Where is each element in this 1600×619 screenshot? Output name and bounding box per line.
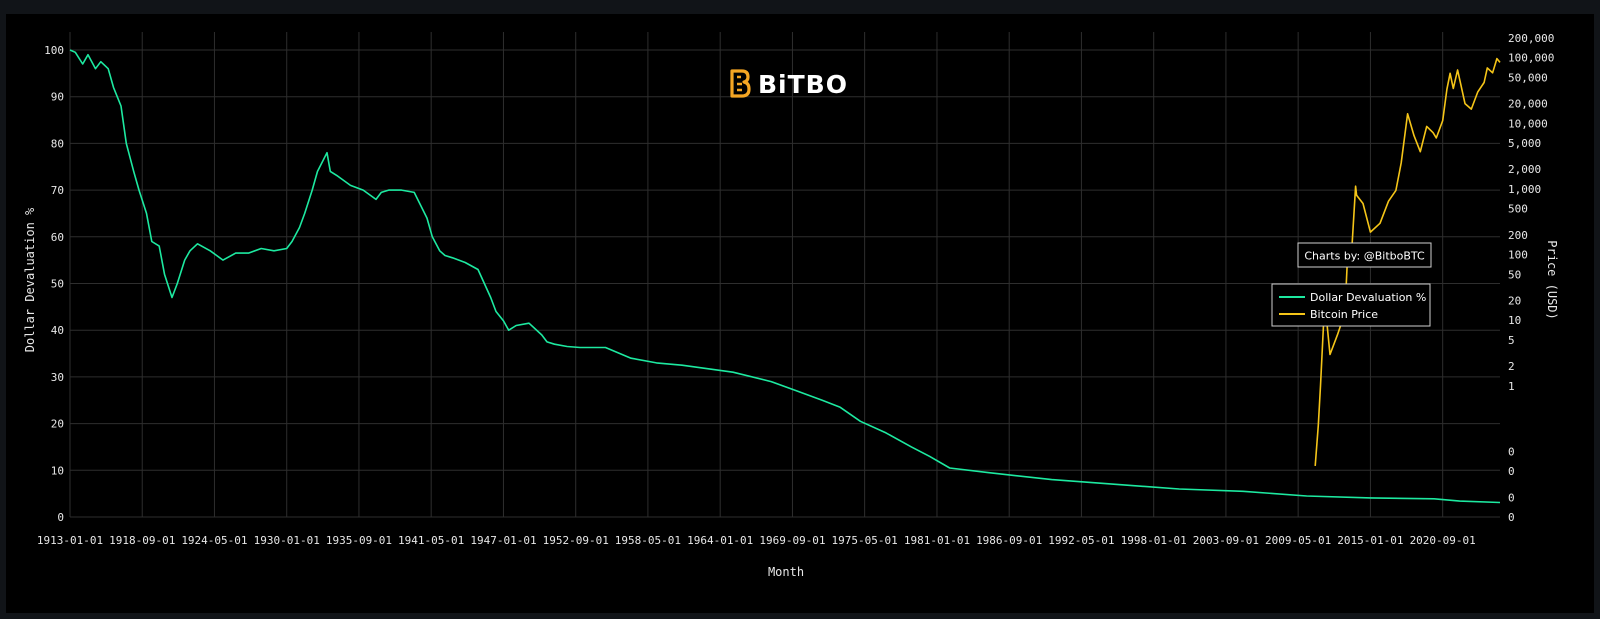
x-axis-title: Month — [768, 565, 804, 579]
y-axis-ticks: 0 10 20 30 40 50 60 70 80 90 100 — [44, 44, 64, 524]
y2-tick-label: 100,000 — [1508, 52, 1554, 65]
y2-tick-label: 2,000 — [1508, 163, 1541, 176]
y2-tick-label: 50 — [1508, 268, 1521, 281]
x-tick-label: 2020-09-01 — [1410, 534, 1476, 547]
y2-tick-label: 200,000 — [1508, 32, 1554, 45]
y-tick-label: 20 — [51, 418, 64, 431]
x-tick-label: 1918-09-01 — [109, 534, 175, 547]
legend-label-bitcoin: Bitcoin Price — [1310, 308, 1378, 321]
y2-tick-label: 20 — [1508, 294, 1521, 307]
y2-tick-label: 50,000 — [1508, 71, 1548, 84]
y2-tick-label: 0 — [1508, 511, 1515, 524]
y2-tick-label: 200 — [1508, 229, 1528, 242]
y2-tick-label: 5,000 — [1508, 137, 1541, 150]
y2-tick-label: 0 — [1508, 491, 1515, 504]
y-tick-label: 90 — [51, 91, 64, 104]
credit-box: Charts by: @BitboBTC — [1297, 242, 1432, 268]
bitbo-mark-icon — [730, 69, 751, 98]
y-tick-label: 10 — [51, 464, 64, 477]
bitbo-wordmark: BiTBO — [758, 70, 848, 99]
credit-text: Charts by: @BitboBTC — [1304, 250, 1425, 263]
x-tick-label: 1969-09-01 — [759, 534, 825, 547]
x-tick-label: 1958-05-01 — [615, 534, 681, 547]
y-tick-label: 0 — [57, 511, 64, 524]
x-tick-label: 1941-05-01 — [398, 534, 464, 547]
x-axis-ticks: 1913-01-01 1918-09-01 1924-05-01 1930-01-01… — [37, 534, 1476, 547]
y2-tick-label: 500 — [1508, 203, 1528, 216]
x-tick-label: 1913-01-01 — [37, 534, 103, 547]
chart-svg: 1913-01-01 1918-09-01 1924-05-01 1930-01-01… — [23, 32, 1559, 579]
y-tick-label: 50 — [51, 278, 64, 291]
legend-item-devaluation[interactable]: Dollar Devaluation % — [1279, 291, 1426, 304]
y2-axis-ticks: 0 0 0 0 1 2 5 10 20 50 100 200 500 1,000 2,000 5,000 10,… — [1508, 32, 1554, 524]
legend-label-devaluation: Dollar Devaluation % — [1310, 291, 1426, 304]
y2-tick-label: 0 — [1508, 445, 1515, 458]
devaluation-line — [69, 49, 1501, 504]
y-tick-label: 40 — [51, 324, 64, 337]
x-tick-label: 2003-09-01 — [1193, 534, 1259, 547]
y-tick-label: 100 — [44, 44, 64, 57]
legend: Dollar Devaluation % Bitcoin Price — [1271, 283, 1431, 327]
y2-tick-label: 100 — [1508, 249, 1528, 262]
legend-item-bitcoin[interactable]: Bitcoin Price — [1279, 308, 1378, 321]
x-tick-label: 1930-01-01 — [254, 534, 320, 547]
y2-axis-title: Price (USD) — [1545, 240, 1559, 319]
x-tick-label: 2015-01-01 — [1337, 534, 1403, 547]
x-tick-label: 1992-05-01 — [1048, 534, 1114, 547]
x-tick-label: 1998-01-01 — [1121, 534, 1187, 547]
bitbo-logo: BiTBO — [730, 69, 848, 99]
x-tick-label: 1986-09-01 — [976, 534, 1042, 547]
y2-tick-label: 1 — [1508, 380, 1515, 393]
y2-tick-label: 20,000 — [1508, 98, 1548, 111]
x-tick-label: 1964-01-01 — [687, 534, 753, 547]
y2-tick-label: 5 — [1508, 334, 1515, 347]
x-tick-label: 1947-01-01 — [470, 534, 536, 547]
x-tick-label: 1975-05-01 — [832, 534, 898, 547]
y2-tick-label: 1,000 — [1508, 183, 1541, 196]
x-tick-label: 2009-05-01 — [1265, 534, 1331, 547]
y-tick-label: 60 — [51, 231, 64, 244]
y2-tick-label: 0 — [1508, 465, 1515, 478]
y-tick-label: 30 — [51, 371, 64, 384]
y2-tick-label: 2 — [1508, 360, 1515, 373]
devaluation-series — [69, 49, 1501, 504]
x-tick-label: 1924-05-01 — [181, 534, 247, 547]
x-tick-label: 1935-09-01 — [326, 534, 392, 547]
y2-tick-label: 10,000 — [1508, 117, 1548, 130]
y-tick-label: 80 — [51, 137, 64, 150]
y-tick-label: 70 — [51, 184, 64, 197]
grid-layer — [69, 32, 1500, 518]
chart-frame: 1913-01-01 1918-09-01 1924-05-01 1930-01-01… — [6, 14, 1594, 613]
y2-tick-label: 10 — [1508, 314, 1521, 327]
y-axis-title: Dollar Devaluation % — [23, 207, 37, 352]
x-tick-label: 1981-01-01 — [904, 534, 970, 547]
x-tick-label: 1952-09-01 — [543, 534, 609, 547]
